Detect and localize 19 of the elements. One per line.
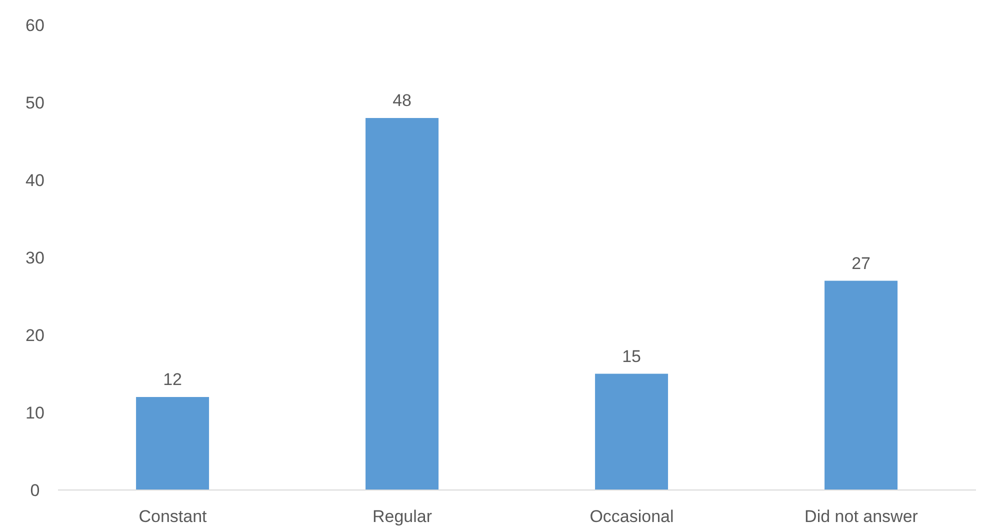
x-tick-label: Constant bbox=[138, 507, 208, 526]
x-tick-label: Regular bbox=[372, 507, 432, 526]
data-label: 27 bbox=[852, 254, 870, 273]
y-tick-label: 30 bbox=[26, 248, 44, 268]
data-label: 48 bbox=[392, 91, 412, 110]
y-tick-label: 50 bbox=[26, 94, 44, 113]
y-tick-label: 0 bbox=[30, 481, 40, 500]
bar bbox=[595, 374, 668, 490]
bar bbox=[366, 118, 439, 490]
y-tick-label: 10 bbox=[26, 404, 44, 423]
data-label: 12 bbox=[163, 370, 182, 389]
y-tick-label: 40 bbox=[26, 171, 44, 190]
y-tick-label: 60 bbox=[26, 16, 44, 36]
data-label: 15 bbox=[622, 346, 641, 366]
bar bbox=[136, 397, 210, 490]
y-tick-label: 20 bbox=[26, 326, 44, 346]
bar bbox=[824, 280, 898, 490]
x-tick-label: Occasional bbox=[590, 507, 674, 526]
x-tick-label: Did not answer bbox=[804, 507, 918, 526]
